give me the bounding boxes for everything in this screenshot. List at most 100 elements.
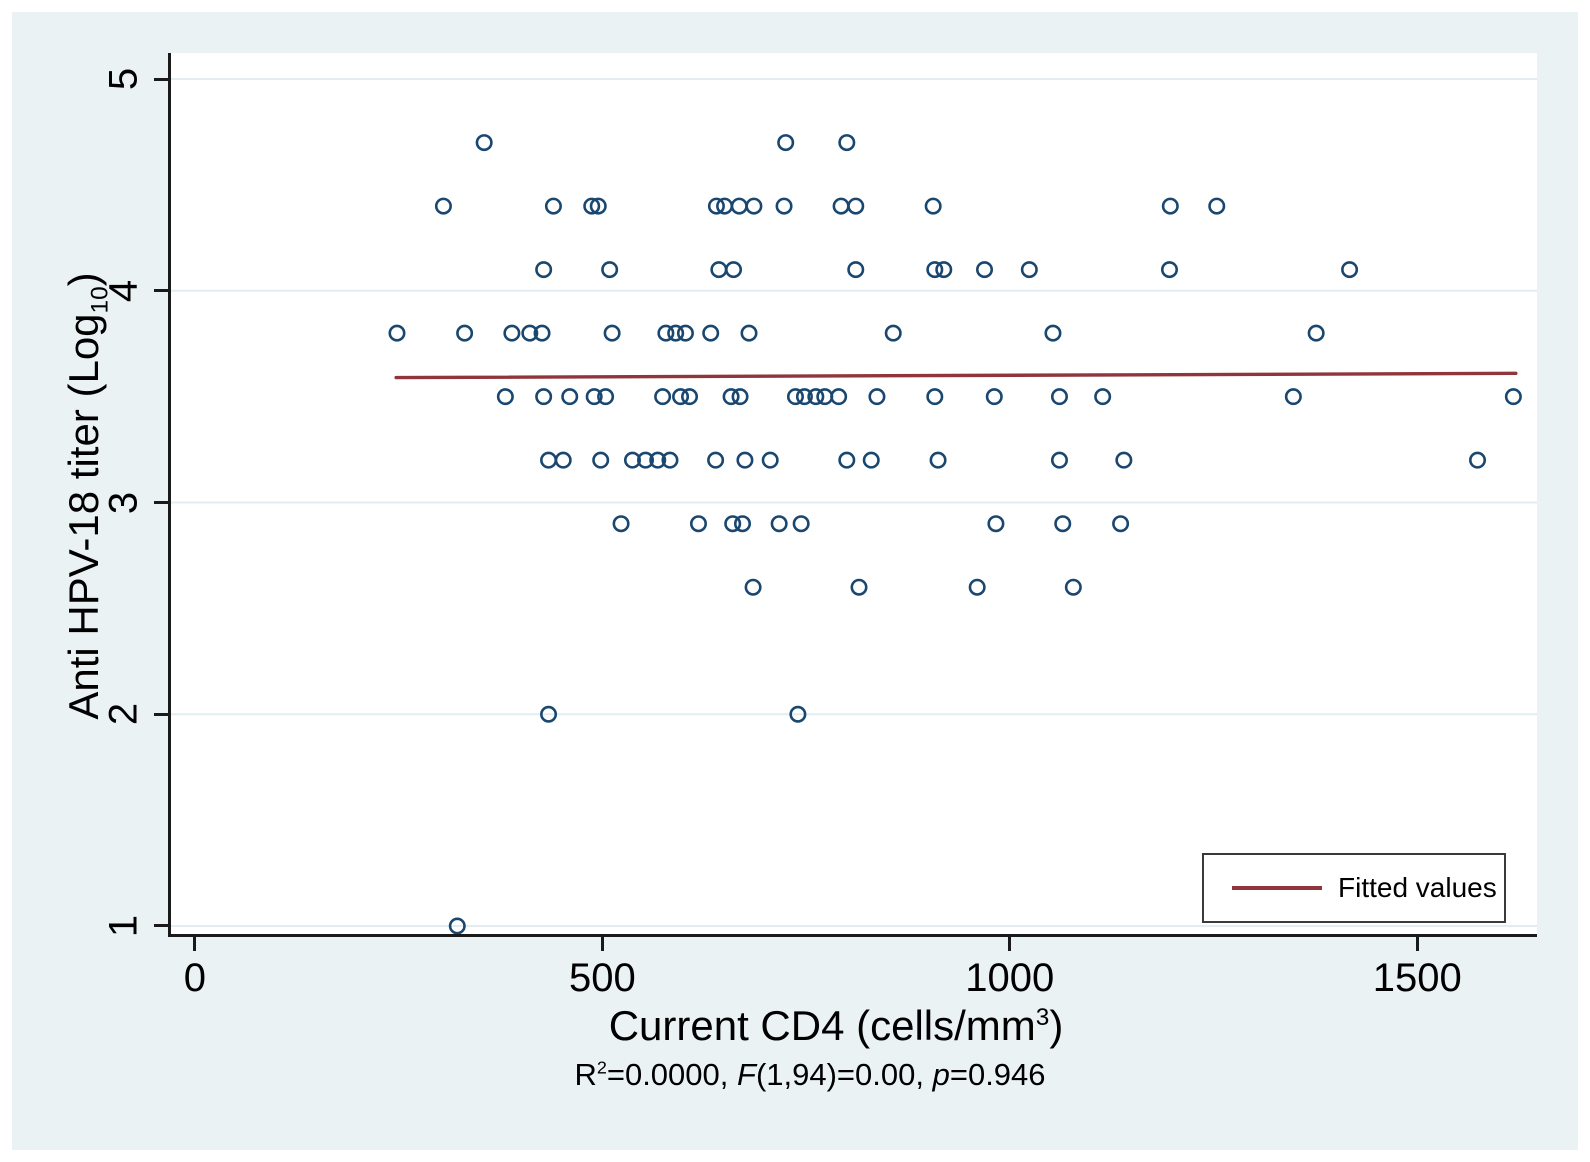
scatter-point — [672, 388, 690, 406]
scatter-point — [847, 261, 865, 279]
scatter-point — [724, 515, 742, 533]
x-tick-label: 1000 — [965, 956, 1055, 1000]
scatter-point — [1115, 451, 1133, 469]
scatter-point — [676, 324, 694, 342]
scatter-point — [761, 451, 779, 469]
scatter-point — [935, 261, 953, 279]
scatter-point — [832, 197, 850, 215]
scatter-point — [1050, 388, 1068, 406]
scatter-point — [744, 578, 762, 596]
scatter-point — [661, 451, 679, 469]
scatter-point — [838, 451, 856, 469]
text-segment: ) — [1049, 1002, 1064, 1049]
scatter-point — [681, 388, 699, 406]
scatter-point — [795, 388, 813, 406]
scatter-point — [1050, 451, 1068, 469]
scatter-point — [1469, 451, 1487, 469]
scatter-point — [554, 451, 572, 469]
text-segment: (1,94)=0.00, — [755, 1057, 933, 1092]
scatter-point — [388, 324, 406, 342]
y-tick-label: 5 — [101, 67, 146, 91]
scatter-point — [561, 388, 579, 406]
text-segment: F — [737, 1057, 756, 1092]
scatter-point — [730, 197, 748, 215]
y-tick-mark — [154, 712, 168, 716]
scatter-point — [707, 451, 725, 469]
y-tick-label: 1 — [101, 914, 146, 938]
scatter-point — [710, 261, 728, 279]
scatter-point — [868, 388, 886, 406]
scatter-point — [603, 324, 621, 342]
scatter-point — [976, 261, 994, 279]
x-tick-label: 0 — [183, 956, 207, 1000]
scatter-point — [702, 324, 720, 342]
scatter-point — [657, 324, 675, 342]
scatter-point — [434, 197, 452, 215]
scatter-point — [654, 388, 672, 406]
scatter-point — [968, 578, 986, 596]
scatter-point — [830, 388, 848, 406]
legend-label: Fitted values — [1338, 872, 1497, 903]
regression-stats-caption: R2=0.0000, F(1,94)=0.00, p=0.946 — [574, 1057, 1045, 1093]
scatter-point — [789, 705, 807, 723]
text-segment: Current CD4 (cells/mm — [608, 1002, 1036, 1049]
y-tick-label: 3 — [101, 491, 146, 514]
scatter-point — [544, 197, 562, 215]
scatter-point — [496, 388, 514, 406]
scatter-point — [1064, 578, 1082, 596]
y-tick-label: 2 — [101, 703, 146, 726]
scatter-point — [1112, 515, 1130, 533]
fitted-values-line-sample — [1232, 886, 1322, 890]
scatter-point — [740, 324, 758, 342]
x-tick-mark — [1415, 937, 1419, 951]
scatter-point — [540, 705, 558, 723]
scatter-point — [733, 515, 751, 533]
scatter-point — [770, 515, 788, 533]
x-tick-label: 500 — [568, 956, 636, 1000]
scatter-point — [926, 388, 944, 406]
scatter-point — [731, 388, 749, 406]
scatter-point — [1160, 261, 1178, 279]
scatter-point — [1094, 388, 1112, 406]
scatter-point — [637, 451, 655, 469]
scatter-point — [448, 917, 466, 935]
scatter-point — [1284, 388, 1302, 406]
scatter-point — [475, 134, 493, 152]
scatter-point — [786, 388, 804, 406]
x-axis-title: Current CD4 (cells/mm3) — [609, 1002, 1064, 1050]
scatter-point — [850, 578, 868, 596]
scatter-point — [585, 388, 603, 406]
scatter-point — [667, 324, 685, 342]
scatter-point — [1044, 324, 1062, 342]
scatter-point — [589, 197, 607, 215]
fitted-line — [394, 371, 1518, 380]
y-tick-mark — [154, 289, 168, 293]
scatter-point — [722, 388, 740, 406]
scatter-point — [807, 388, 825, 406]
text-segment: p — [932, 1057, 950, 1092]
scatter-point — [592, 451, 610, 469]
scatter-point — [707, 197, 725, 215]
scatter-point — [649, 451, 667, 469]
scatter-point — [926, 261, 944, 279]
scatter-point — [924, 197, 942, 215]
scatter-point — [745, 197, 763, 215]
scatter-point — [862, 451, 880, 469]
x-tick-label: 1500 — [1372, 956, 1462, 1000]
scatter-point — [725, 261, 743, 279]
scatter-point — [1504, 388, 1522, 406]
text-segment: R — [574, 1057, 597, 1092]
y-axis-title: Anti HPV-18 titer (Log10) — [60, 272, 113, 719]
scatter-point — [533, 324, 551, 342]
scatter-point — [535, 388, 553, 406]
y-tick-mark — [154, 77, 168, 81]
scatter-point — [1020, 261, 1038, 279]
text-segment: 3 — [1035, 1004, 1050, 1031]
scatter-point — [838, 134, 856, 152]
x-tick-mark — [600, 937, 604, 951]
x-tick-mark — [193, 937, 197, 951]
text-segment: 2 — [596, 1057, 607, 1078]
y-tick-mark — [154, 501, 168, 505]
scatter-point — [792, 515, 810, 533]
